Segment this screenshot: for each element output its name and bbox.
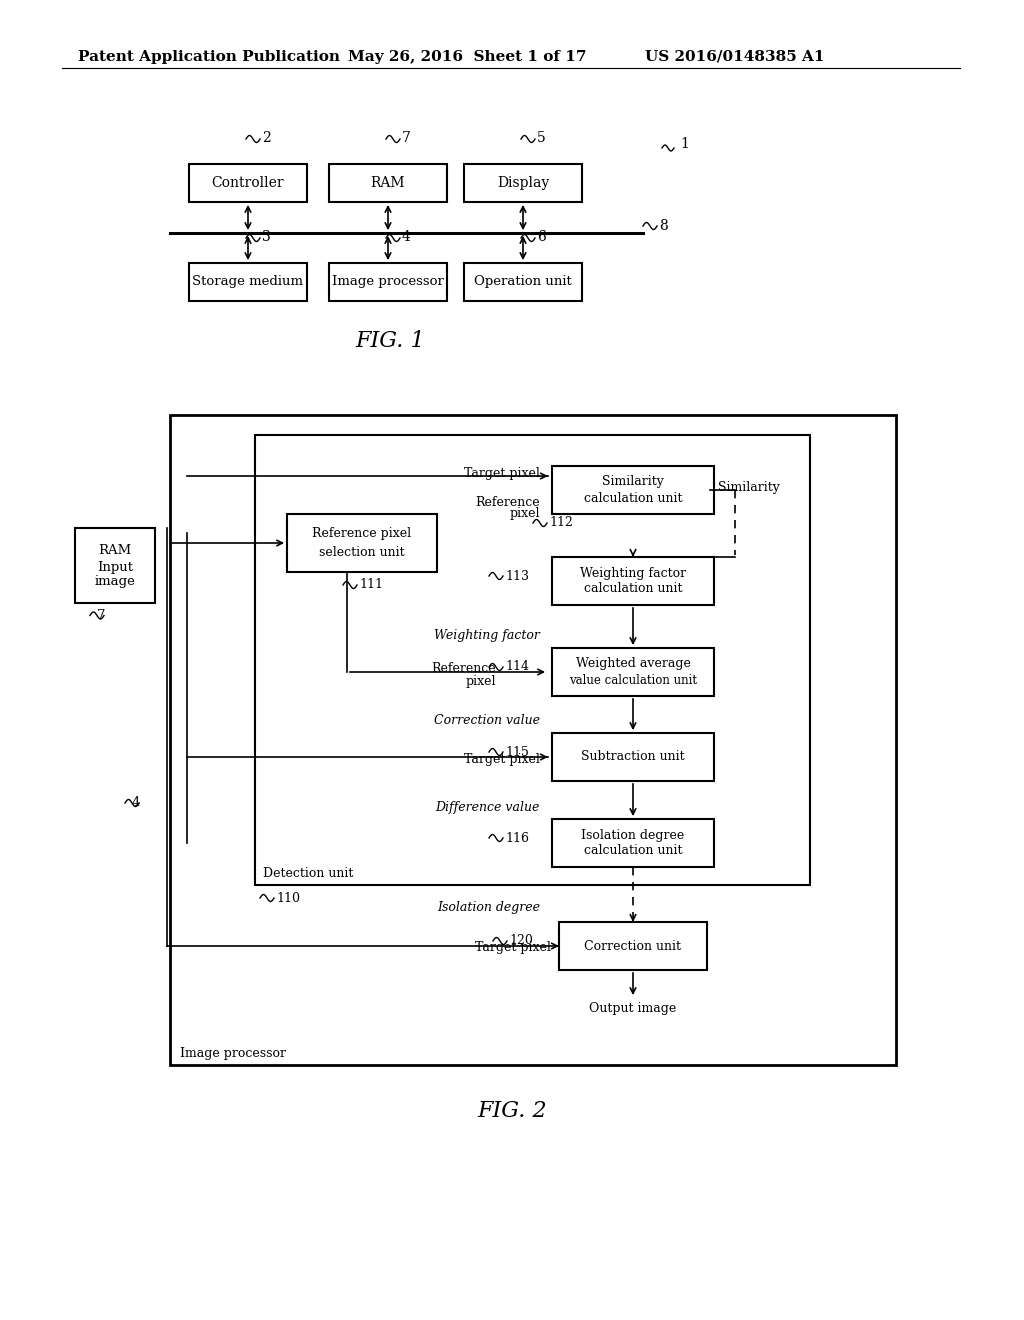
Text: calculation unit: calculation unit bbox=[584, 582, 682, 595]
Text: Reference pixel: Reference pixel bbox=[312, 528, 412, 540]
FancyBboxPatch shape bbox=[189, 164, 307, 202]
FancyBboxPatch shape bbox=[189, 263, 307, 301]
Text: Correction unit: Correction unit bbox=[585, 940, 682, 953]
Text: RAM: RAM bbox=[98, 544, 132, 557]
Text: calculation unit: calculation unit bbox=[584, 491, 682, 504]
Text: Difference value: Difference value bbox=[435, 800, 540, 813]
Text: 8: 8 bbox=[659, 219, 668, 234]
FancyBboxPatch shape bbox=[464, 164, 582, 202]
Text: pixel: pixel bbox=[466, 676, 496, 689]
Text: 7: 7 bbox=[97, 609, 105, 622]
Text: Reference: Reference bbox=[431, 661, 496, 675]
Text: Target pixel: Target pixel bbox=[464, 752, 540, 766]
Text: selection unit: selection unit bbox=[319, 545, 404, 558]
Text: Weighting factor: Weighting factor bbox=[580, 566, 686, 579]
Text: pixel: pixel bbox=[510, 507, 540, 520]
FancyBboxPatch shape bbox=[559, 921, 707, 970]
Text: 5: 5 bbox=[537, 131, 546, 145]
Text: Output image: Output image bbox=[590, 1002, 677, 1015]
Text: Controller: Controller bbox=[212, 176, 285, 190]
Text: Reference: Reference bbox=[475, 495, 540, 508]
Text: Similarity: Similarity bbox=[602, 475, 664, 488]
Text: Subtraction unit: Subtraction unit bbox=[582, 751, 685, 763]
Text: Correction value: Correction value bbox=[434, 714, 540, 727]
Text: Patent Application Publication: Patent Application Publication bbox=[78, 50, 340, 63]
FancyBboxPatch shape bbox=[329, 263, 447, 301]
Text: May 26, 2016  Sheet 1 of 17: May 26, 2016 Sheet 1 of 17 bbox=[348, 50, 587, 63]
Text: calculation unit: calculation unit bbox=[584, 845, 682, 858]
Text: Detection unit: Detection unit bbox=[263, 867, 353, 880]
Text: Image processor: Image processor bbox=[332, 276, 444, 289]
FancyBboxPatch shape bbox=[552, 648, 714, 696]
FancyBboxPatch shape bbox=[329, 164, 447, 202]
Text: 110: 110 bbox=[276, 891, 300, 904]
FancyBboxPatch shape bbox=[75, 528, 155, 602]
FancyBboxPatch shape bbox=[552, 733, 714, 781]
Text: Display: Display bbox=[497, 176, 549, 190]
Text: 111: 111 bbox=[359, 578, 383, 591]
Text: value calculation unit: value calculation unit bbox=[569, 673, 697, 686]
FancyBboxPatch shape bbox=[170, 414, 896, 1065]
FancyBboxPatch shape bbox=[552, 466, 714, 513]
Text: Isolation degree: Isolation degree bbox=[582, 829, 685, 842]
Text: FIG. 2: FIG. 2 bbox=[477, 1100, 547, 1122]
Text: 6: 6 bbox=[537, 230, 546, 244]
Text: Image processor: Image processor bbox=[180, 1047, 286, 1060]
Text: 2: 2 bbox=[262, 131, 270, 145]
Text: 3: 3 bbox=[262, 230, 270, 244]
Text: 113: 113 bbox=[505, 569, 529, 582]
Text: Target pixel: Target pixel bbox=[464, 467, 540, 480]
Text: FIG. 1: FIG. 1 bbox=[355, 330, 425, 352]
Text: 7: 7 bbox=[402, 131, 411, 145]
Text: 4: 4 bbox=[402, 230, 411, 244]
Text: 112: 112 bbox=[549, 516, 572, 529]
Text: Target pixel: Target pixel bbox=[475, 941, 551, 954]
Text: Weighted average: Weighted average bbox=[575, 657, 690, 671]
Text: Input: Input bbox=[97, 561, 133, 573]
FancyBboxPatch shape bbox=[287, 513, 437, 572]
FancyBboxPatch shape bbox=[552, 818, 714, 867]
Text: image: image bbox=[94, 574, 135, 587]
Text: 120: 120 bbox=[509, 935, 532, 948]
Text: Isolation degree: Isolation degree bbox=[437, 902, 540, 915]
Text: 116: 116 bbox=[505, 832, 529, 845]
Text: 115: 115 bbox=[505, 746, 528, 759]
FancyBboxPatch shape bbox=[552, 557, 714, 605]
Text: 4: 4 bbox=[132, 796, 140, 809]
Text: Weighting factor: Weighting factor bbox=[434, 630, 540, 643]
Text: 114: 114 bbox=[505, 660, 529, 673]
Text: Similarity: Similarity bbox=[718, 482, 780, 495]
Text: Operation unit: Operation unit bbox=[474, 276, 571, 289]
Text: Storage medium: Storage medium bbox=[193, 276, 303, 289]
Text: 1: 1 bbox=[680, 137, 689, 150]
FancyBboxPatch shape bbox=[255, 436, 810, 884]
Text: RAM: RAM bbox=[371, 176, 406, 190]
Text: US 2016/0148385 A1: US 2016/0148385 A1 bbox=[645, 50, 824, 63]
FancyBboxPatch shape bbox=[464, 263, 582, 301]
